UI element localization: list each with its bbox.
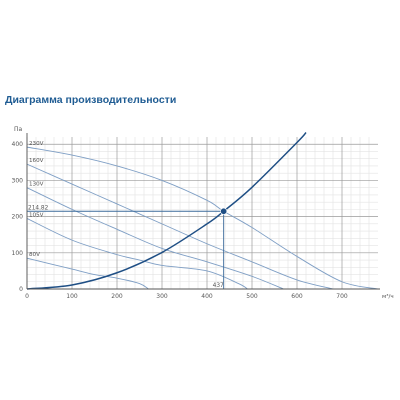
y-tick-label: 0 <box>19 286 23 293</box>
series-label-105v: 105V <box>29 212 44 218</box>
x-axis-title: м³/ч <box>382 293 394 300</box>
x-tick-label: 100 <box>66 293 78 300</box>
series-label-80v: 80V <box>29 252 40 258</box>
operating-point-group: 214.82 437 <box>27 205 228 289</box>
fan-curve-130v <box>26 187 284 290</box>
x-tick-label: 200 <box>111 293 123 300</box>
grid <box>26 137 378 290</box>
fan-curves: 230V 160V 130V 105V 80V <box>26 141 379 290</box>
series-label-130v: 130V <box>29 182 44 188</box>
x-tick-label: 600 <box>291 293 303 300</box>
operating-point-y-label: 214.82 <box>28 205 49 211</box>
series-label-230v: 230V <box>29 141 44 147</box>
operating-point <box>220 207 228 215</box>
x-tick-label: 500 <box>246 293 258 300</box>
series-label-160v: 160V <box>29 158 44 164</box>
system-curve-group <box>26 132 307 290</box>
x-tick-label: 700 <box>336 293 348 300</box>
system-curve <box>26 132 307 290</box>
y-axis-title: Па <box>14 126 23 133</box>
y-tick-label: 400 <box>12 141 24 148</box>
axes: 0 100 200 300 400 500 600 700 0 100 200 300 400 Па м³/… <box>12 126 394 300</box>
fan-curve-105v <box>26 218 248 290</box>
plot-area <box>27 137 378 289</box>
x-tick-label: 400 <box>201 293 213 300</box>
x-tick-label: 0 <box>25 293 29 300</box>
operating-point-x-label: 437 <box>213 283 224 289</box>
y-tick-label: 100 <box>12 250 24 257</box>
page-title: Диаграмма производительности <box>5 94 177 106</box>
y-tick-label: 300 <box>12 177 24 184</box>
y-tick-label: 200 <box>12 214 24 221</box>
x-tick-label: 300 <box>156 293 168 300</box>
fan-curve-160v <box>26 163 334 290</box>
fan-curve-230v <box>26 146 379 290</box>
